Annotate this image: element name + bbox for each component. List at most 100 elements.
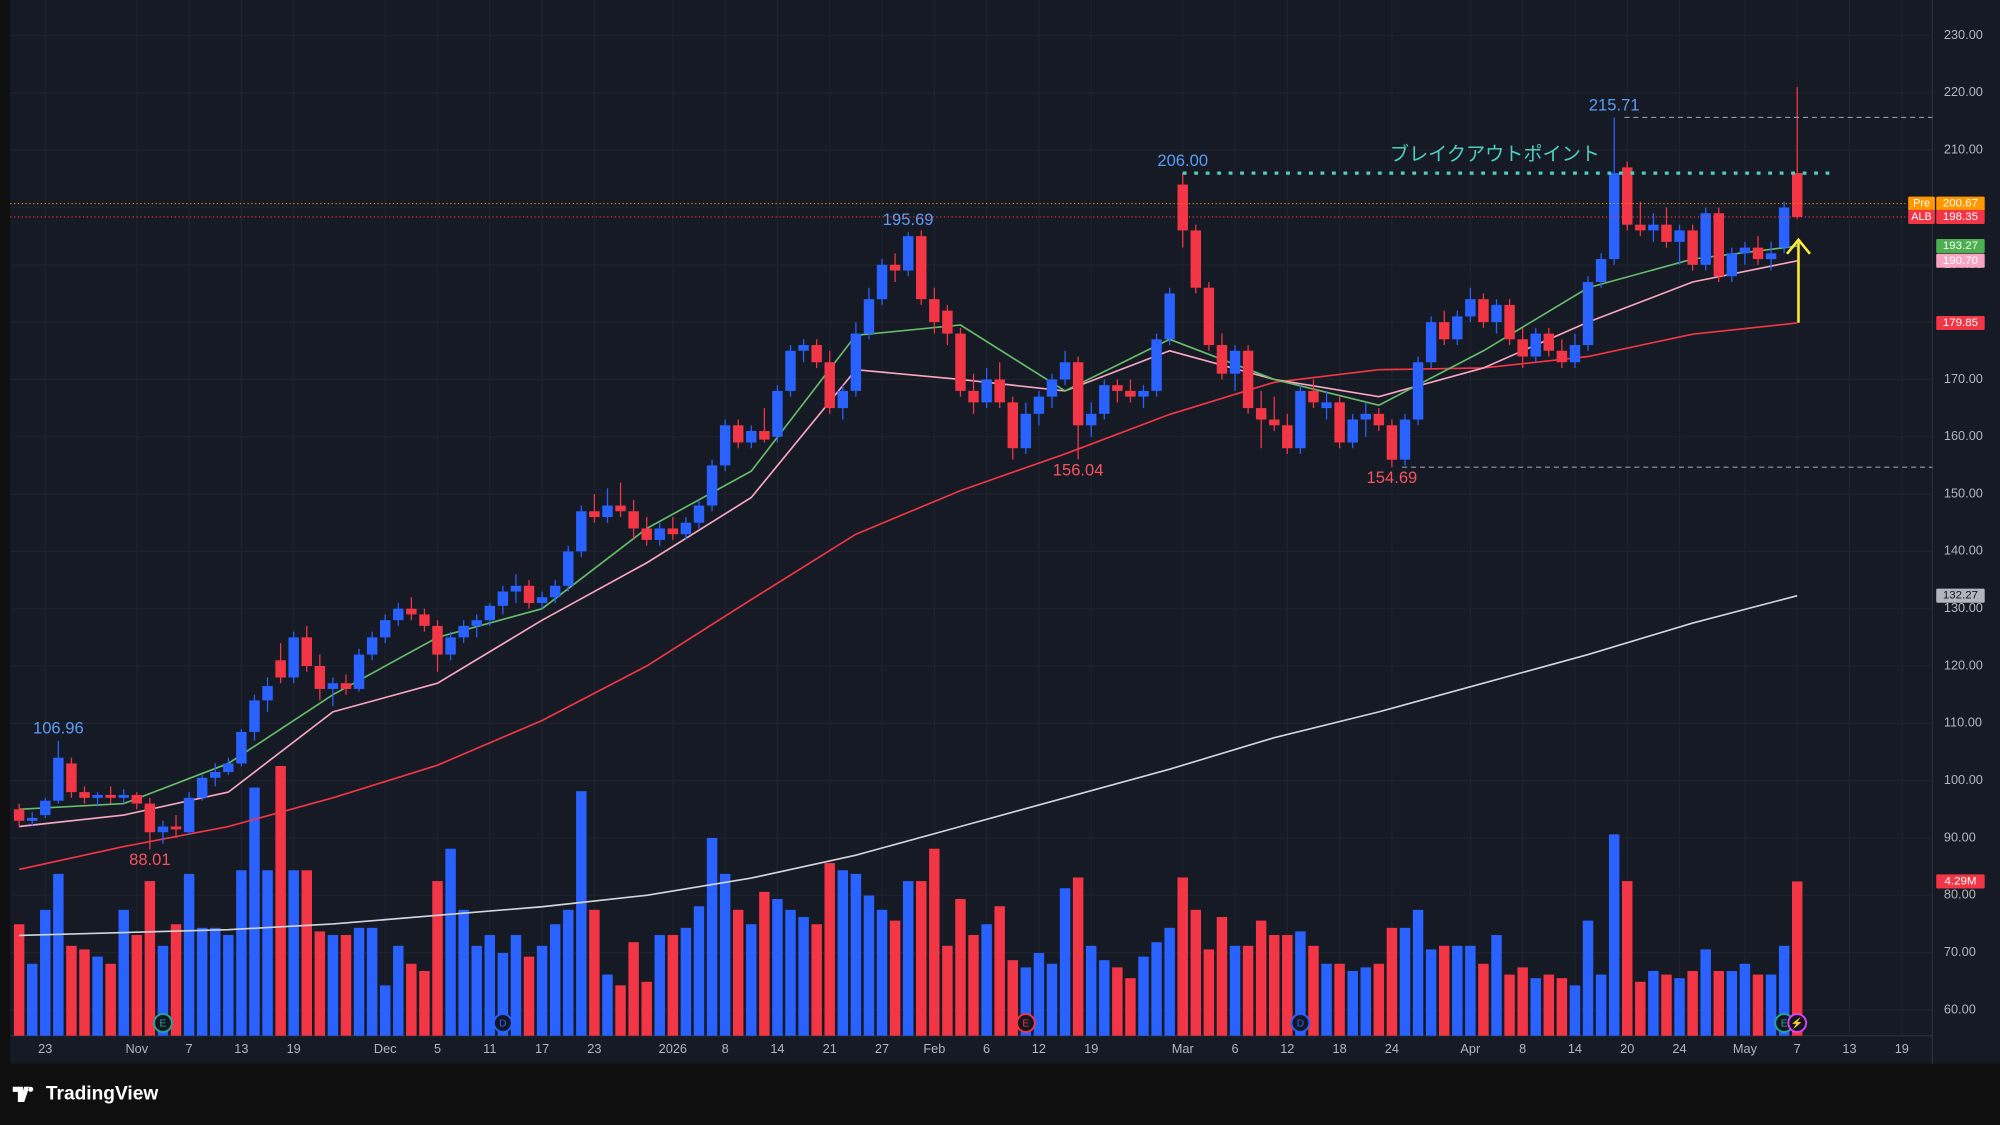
volume-bar <box>1399 927 1411 1036</box>
x-tick-label: Feb <box>923 1041 945 1056</box>
volume-bar <box>536 945 548 1036</box>
candle-body <box>510 585 522 592</box>
volume-bar <box>92 956 103 1036</box>
candle-body <box>484 605 496 621</box>
candle-body <box>746 431 757 443</box>
candle-body <box>288 637 299 678</box>
candle-body <box>1569 345 1581 363</box>
candle-body <box>26 817 38 821</box>
x-tick-label: 12 <box>1280 1041 1294 1056</box>
candle-body <box>589 511 600 517</box>
candle-body <box>1739 247 1751 254</box>
y-tick-label: 170.00 <box>1944 371 1983 386</box>
volume-bar <box>732 909 744 1036</box>
volume-bar <box>1465 945 1476 1036</box>
price-tag <box>1936 874 1985 889</box>
y-tick-label: 100.00 <box>1944 772 1983 787</box>
volume-bar <box>1373 963 1385 1036</box>
x-tick-label: 23 <box>587 1041 601 1056</box>
volume-bar <box>1739 963 1751 1036</box>
candle-body <box>615 505 626 512</box>
volume-bar <box>1517 967 1528 1036</box>
x-tick-label: Apr <box>1460 1041 1481 1056</box>
volume-bar <box>641 981 652 1036</box>
volume-bar <box>746 924 757 1036</box>
price-tag <box>1936 196 1985 211</box>
symbol-tag <box>1908 209 1935 224</box>
volume-bar <box>1059 888 1071 1036</box>
candle-body <box>53 757 64 801</box>
candle-body <box>196 777 208 798</box>
candle-body <box>1425 322 1437 363</box>
volume-bar <box>1216 917 1228 1036</box>
candle-body <box>1242 350 1254 409</box>
candle-body <box>1151 339 1162 391</box>
price-tag-label: 179.85 <box>1943 317 1978 329</box>
candle-body <box>275 660 286 678</box>
candle-body <box>1085 413 1097 426</box>
volume-bar <box>1765 974 1777 1036</box>
volume-bar <box>105 963 116 1036</box>
volume-bar <box>275 765 286 1036</box>
candle-body <box>1308 390 1319 403</box>
candle-body <box>1203 287 1215 346</box>
volume-bar <box>1635 981 1646 1036</box>
volume-bar <box>1648 970 1659 1036</box>
volume-bar <box>981 924 992 1036</box>
candle-body <box>1504 304 1515 340</box>
x-tick-label: 14 <box>1568 1041 1582 1056</box>
candle-body <box>379 620 391 638</box>
volume-bar <box>1713 970 1724 1036</box>
candle-body <box>1295 390 1306 449</box>
event-badge <box>1015 1013 1036 1033</box>
volume-bar <box>1504 974 1515 1036</box>
volume-bar <box>1687 970 1698 1036</box>
volume-bar <box>1112 967 1123 1036</box>
volume-bar <box>458 909 469 1036</box>
candle-body <box>759 431 770 440</box>
volume-bar <box>1020 967 1032 1036</box>
volume-bar <box>811 924 822 1036</box>
candle-body <box>144 803 156 833</box>
volume-bar <box>1425 949 1437 1036</box>
x-tick-label: 6 <box>1231 1041 1238 1056</box>
y-tick-label: 140.00 <box>1944 543 1983 558</box>
volume-bar <box>497 953 509 1036</box>
volume-bar <box>53 873 64 1036</box>
x-tick-label: May <box>1733 1041 1758 1056</box>
candle-body <box>79 792 90 798</box>
volume-bar <box>1033 953 1045 1036</box>
volume-bar <box>196 927 208 1036</box>
symbol-tag-label: Pre <box>1913 198 1930 210</box>
volume-bar <box>772 899 783 1036</box>
x-tick-label: 19 <box>1895 1041 1909 1056</box>
y-tick-label: 60.00 <box>1944 1001 1976 1016</box>
volume-bar <box>1125 978 1136 1036</box>
volume-bar <box>13 924 25 1036</box>
volume-bar <box>118 909 129 1036</box>
candle-body <box>340 683 352 689</box>
event-badge <box>153 1013 173 1033</box>
candle-body <box>1622 167 1633 225</box>
candle-body <box>576 511 587 552</box>
candle-body <box>1229 350 1241 374</box>
volume-bar <box>563 909 574 1036</box>
x-tick-label: 8 <box>722 1041 729 1056</box>
candle-body <box>1072 362 1084 426</box>
candle-body <box>942 310 953 334</box>
volume-bar <box>1072 877 1084 1036</box>
volume-bar <box>1608 834 1620 1036</box>
price-tag-label: 4.29M <box>1945 875 1977 887</box>
y-tick-label: 130.00 <box>1944 600 1983 615</box>
volume-bar <box>1295 931 1306 1036</box>
candle-body <box>1478 299 1489 323</box>
extreme-label: 106.96 <box>33 719 84 738</box>
volume-bar <box>340 935 352 1036</box>
candle-body <box>732 425 744 443</box>
y-tick-label: 90.00 <box>1944 829 1976 844</box>
candle-body <box>1595 259 1607 282</box>
candle-body <box>327 683 339 689</box>
y-tick-label: 150.00 <box>1944 485 1983 500</box>
candle-body <box>1334 402 1345 443</box>
volume-bar <box>144 881 156 1036</box>
